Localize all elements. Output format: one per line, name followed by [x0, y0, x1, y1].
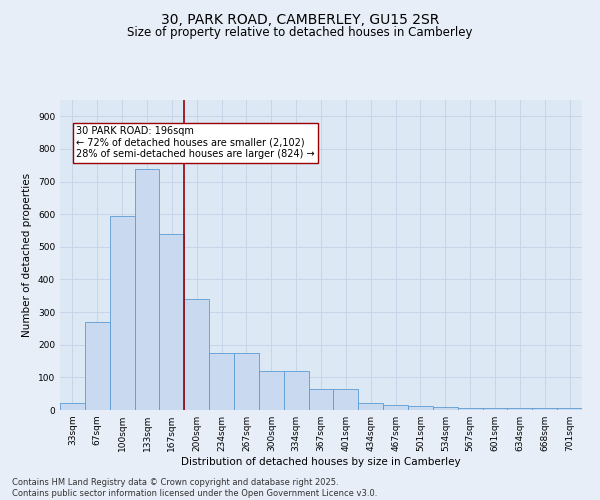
Bar [60, 404, 85, 410]
Bar [184, 299, 209, 410]
Bar [557, 408, 582, 410]
Bar [160, 234, 184, 410]
Bar [134, 168, 160, 410]
X-axis label: Distribution of detached houses by size in Camberley: Distribution of detached houses by size … [181, 457, 461, 467]
Bar [433, 406, 458, 410]
Bar [85, 322, 110, 410]
Bar [234, 353, 259, 410]
Bar [383, 405, 408, 410]
Text: 30, PARK ROAD, CAMBERLEY, GU15 2SR: 30, PARK ROAD, CAMBERLEY, GU15 2SR [161, 12, 439, 26]
Bar [532, 408, 557, 410]
Text: Contains HM Land Registry data © Crown copyright and database right 2025.
Contai: Contains HM Land Registry data © Crown c… [12, 478, 377, 498]
Bar [334, 389, 358, 410]
Bar [209, 353, 234, 410]
Y-axis label: Number of detached properties: Number of detached properties [22, 173, 32, 337]
Bar [259, 371, 284, 410]
Text: Size of property relative to detached houses in Camberley: Size of property relative to detached ho… [127, 26, 473, 39]
Text: 30 PARK ROAD: 196sqm
← 72% of detached houses are smaller (2,102)
28% of semi-de: 30 PARK ROAD: 196sqm ← 72% of detached h… [76, 126, 315, 160]
Bar [458, 408, 482, 410]
Bar [508, 408, 532, 410]
Bar [110, 216, 134, 410]
Bar [482, 408, 508, 410]
Bar [408, 406, 433, 410]
Bar [358, 404, 383, 410]
Bar [308, 389, 334, 410]
Bar [284, 371, 308, 410]
